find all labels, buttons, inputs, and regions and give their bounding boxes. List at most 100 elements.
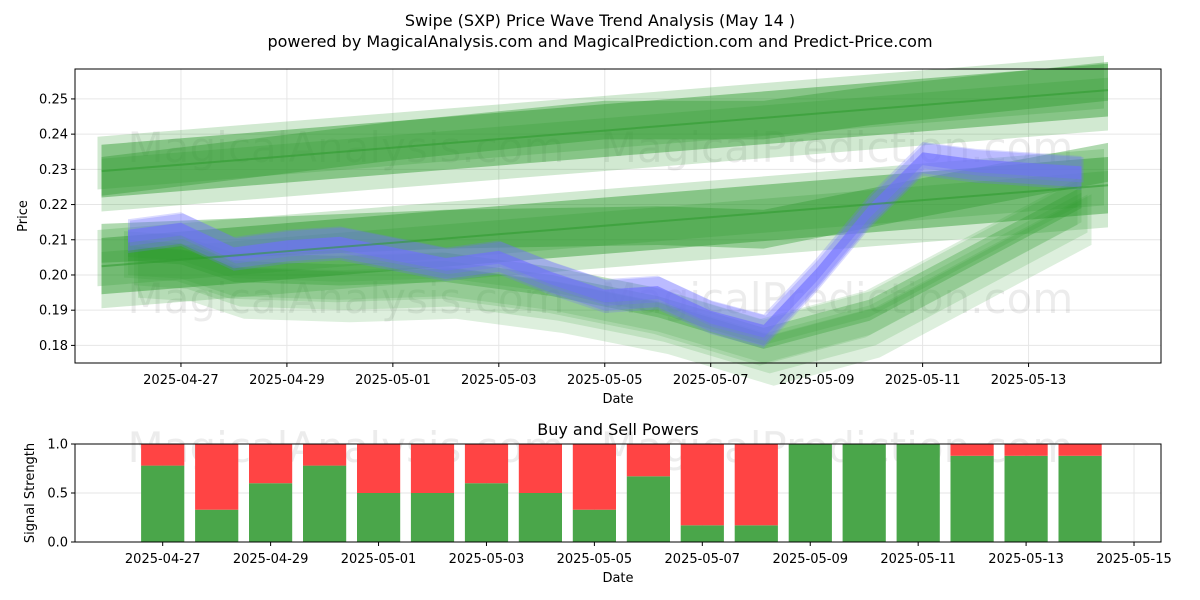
watermark-text: MagicalPrediction.com: [601, 274, 1074, 323]
wave-projection: [128, 187, 1082, 349]
price-x-tick-label: 2025-05-09: [779, 373, 855, 388]
price-wave: [128, 141, 1082, 349]
buy-bar: [1058, 455, 1102, 542]
trend-upper-wide: [101, 62, 1108, 196]
signal-x-tick-label: 2025-05-01: [341, 552, 417, 567]
sell-bar: [141, 444, 185, 466]
signal-bars: [141, 444, 1102, 542]
chart-subtitle: powered by MagicalAnalysis.com and Magic…: [267, 32, 932, 51]
sell-bar: [950, 444, 994, 456]
buy-bar: [141, 465, 185, 542]
price-y-tick-label: 0.21: [39, 233, 68, 248]
signal-x-tick-label: 2025-05-11: [880, 552, 956, 567]
buy-bar: [680, 525, 724, 542]
trend-mid-wide: [101, 142, 1108, 263]
signal-x-tick-label: 2025-04-27: [125, 552, 201, 567]
sell-bar: [680, 444, 724, 526]
price-plot-area: [75, 69, 1161, 363]
chart-title: Swipe (SXP) Price Wave Trend Analysis (M…: [405, 11, 795, 30]
signal-x-tick-label: 2025-04-29: [233, 552, 309, 567]
wave-projection: [138, 194, 1092, 386]
price-x-ticks: 2025-04-27 2025-04-29 2025-05-01 2025-05-03…: [143, 363, 1066, 388]
price-y-tick-label: 0.25: [39, 92, 68, 107]
buy-bar: [1004, 455, 1048, 542]
trend-upper-band-line: [101, 89, 1109, 173]
price-x-tick-label: 2025-05-11: [885, 373, 961, 388]
sell-bar: [518, 444, 562, 493]
signal-panel-title: Buy and Sell Powers: [537, 420, 699, 439]
wave-projection: [128, 192, 1082, 364]
sell-bar: [195, 444, 239, 510]
buy-bar: [896, 444, 940, 542]
buy-bar: [249, 483, 293, 542]
buy-bar: [518, 493, 562, 542]
watermark-text: MagicalPrediction.com: [601, 423, 1074, 472]
watermark-text: MagicalPrediction.com: [601, 123, 1074, 172]
price-x-tick-label: 2025-05-05: [567, 373, 643, 388]
buy-bar: [464, 483, 509, 542]
price-gridlines: [75, 69, 1161, 363]
sell-bar: [464, 444, 509, 484]
sell-bar: [410, 444, 455, 493]
signal-x-axis-label: Date: [602, 571, 633, 586]
wave-projection: [124, 178, 1078, 366]
sell-bar: [572, 444, 616, 510]
price-y-ticks: 0.18 0.19 0.20 0.21 0.22 0.23 0.24 0.25: [39, 92, 75, 354]
buy-bar: [357, 493, 401, 542]
watermark-text: MagicalAnalysis.com: [128, 274, 565, 323]
price-x-tick-label: 2025-05-07: [673, 373, 749, 388]
buy-bar: [734, 525, 778, 542]
price-plot-frame: [74, 68, 1162, 364]
sell-bar: [357, 444, 401, 493]
price-x-tick-label: 2025-04-29: [249, 373, 325, 388]
price-series: [97, 55, 1109, 386]
buy-bar: [626, 476, 670, 542]
sell-bar: [626, 444, 670, 477]
price-y-tick-label: 0.22: [39, 198, 68, 213]
price-wave: [128, 152, 1082, 338]
signal-y-tick-label: 0.0: [47, 536, 68, 551]
buy-bar: [410, 493, 455, 542]
signal-x-tick-label: 2025-05-09: [772, 552, 848, 567]
buy-bar: [950, 455, 994, 542]
trend-lower-band: [97, 149, 1104, 287]
price-x-tick-label: 2025-05-03: [461, 373, 537, 388]
signal-panel: Buy and Sell Powers MagicalAnalysis.com …: [23, 420, 1172, 586]
buy-bar: [788, 444, 832, 542]
price-y-tick-label: 0.20: [39, 268, 68, 283]
signal-y-tick-label: 1.0: [47, 438, 68, 453]
price-y-tick-label: 0.19: [39, 304, 68, 319]
price-x-tick-label: 2025-05-13: [991, 373, 1067, 388]
wave-projection: [128, 178, 1082, 345]
price-x-tick-label: 2025-04-27: [143, 373, 219, 388]
signal-x-tick-label: 2025-05-13: [988, 552, 1064, 567]
price-watermarks: MagicalAnalysis.com MagicalPrediction.co…: [128, 123, 1074, 323]
buy-bar: [303, 465, 347, 542]
price-y-axis-label: Price: [16, 200, 31, 232]
signal-x-tick-label: 2025-05-07: [665, 552, 741, 567]
price-y-tick-label: 0.18: [39, 339, 68, 354]
buy-bar: [572, 509, 616, 542]
trend-lower-band-line: [101, 184, 1109, 268]
sell-bar: [249, 444, 293, 484]
signal-x-ticks: 2025-04-27 2025-04-29 2025-05-01 2025-05-03…: [125, 542, 1172, 567]
signal-x-tick-label: 2025-05-15: [1096, 552, 1172, 567]
signal-y-ticks: 0.0 0.5 1.0: [47, 438, 75, 551]
buy-bar: [842, 444, 886, 542]
sell-bar: [734, 444, 778, 526]
price-wave: [130, 143, 1084, 341]
sell-bar: [303, 444, 347, 466]
price-y-tick-label: 0.24: [39, 128, 68, 143]
sell-bar: [1004, 444, 1048, 456]
sell-bar: [1058, 444, 1102, 456]
price-panel: MagicalAnalysis.com MagicalPrediction.co…: [16, 55, 1162, 407]
signal-x-tick-label: 2025-05-03: [449, 552, 525, 567]
wave-projection: [134, 194, 1088, 374]
price-x-axis-label: Date: [602, 392, 633, 407]
price-x-tick-label: 2025-05-01: [355, 373, 431, 388]
buy-bar: [195, 509, 239, 542]
signal-y-axis-label: Signal Strength: [23, 443, 38, 543]
price-y-tick-label: 0.23: [39, 163, 68, 178]
